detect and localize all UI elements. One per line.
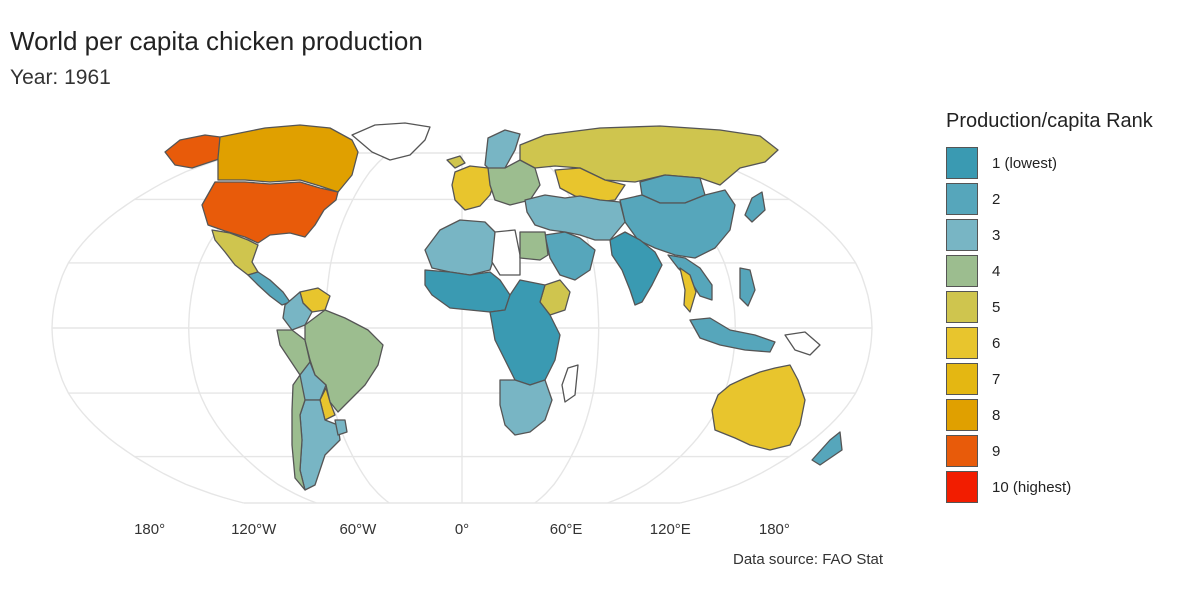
- region-central-america[interactable]: [247, 271, 291, 306]
- region-chile[interactable]: [291, 374, 306, 491]
- longitude-ticks: 180° 120°W 60°W 0° 60°E 120°E 180°: [134, 521, 790, 538]
- legend-item: 5: [946, 289, 1153, 325]
- region-japan[interactable]: [744, 191, 766, 223]
- region-madagascar[interactable]: [561, 364, 579, 403]
- legend-label: 7: [992, 370, 1001, 388]
- legend-label: 10 (highest): [992, 478, 1072, 496]
- longitude-tick-label: 0°: [455, 521, 469, 538]
- region-egypt[interactable]: [519, 231, 549, 261]
- region-united-states[interactable]: [201, 181, 339, 244]
- legend-label: 8: [992, 406, 1001, 424]
- legend-item: 6: [946, 325, 1153, 361]
- region-kazakhstan[interactable]: [554, 167, 626, 203]
- longitude-tick-label: 180°: [134, 521, 165, 538]
- region-west-africa[interactable]: [424, 269, 511, 313]
- legend-swatch: [946, 255, 978, 287]
- region-australia[interactable]: [711, 364, 806, 451]
- data-source-caption: Data source: FAO Stat: [733, 551, 884, 568]
- legend-item: 4: [946, 253, 1153, 289]
- region-papua-new-guinea[interactable]: [784, 331, 821, 356]
- region-colombia[interactable]: [282, 291, 313, 331]
- region-thailand[interactable]: [679, 267, 697, 313]
- legend-item: 7: [946, 361, 1153, 397]
- longitude-tick-label: 60°W: [339, 521, 377, 538]
- legend-label: 1 (lowest): [992, 154, 1058, 172]
- longitude-tick-label: 120°E: [650, 521, 691, 538]
- legend-label: 2: [992, 190, 1001, 208]
- longitude-tick-label: 180°: [759, 521, 790, 538]
- legend-swatch: [946, 435, 978, 467]
- legend-item: 3: [946, 217, 1153, 253]
- legend-swatch: [946, 147, 978, 179]
- legend-item: 1 (lowest): [946, 145, 1153, 181]
- legend-title: Production/capita Rank: [946, 110, 1153, 132]
- region-central-africa[interactable]: [489, 279, 561, 386]
- legend-item: 8: [946, 397, 1153, 433]
- legend-item: 9: [946, 433, 1153, 469]
- region-ussr[interactable]: [519, 125, 779, 186]
- region-libya[interactable]: [491, 229, 521, 276]
- region-north-africa[interactable]: [424, 219, 496, 276]
- legend-swatch: [946, 327, 978, 359]
- longitude-tick-label: 120°W: [231, 521, 277, 538]
- region-indonesia[interactable]: [689, 317, 776, 353]
- region-uruguay[interactable]: [334, 419, 348, 436]
- legend: Production/capita Rank 1 (lowest) 2 3 4 …: [946, 110, 1153, 505]
- legend-label: 4: [992, 262, 1001, 280]
- region-scandinavia[interactable]: [484, 129, 521, 176]
- legend-swatch: [946, 363, 978, 395]
- region-arabian-peninsula[interactable]: [544, 231, 596, 281]
- legend-swatch: [946, 219, 978, 251]
- region-alaska[interactable]: [164, 134, 223, 169]
- legend-label: 3: [992, 226, 1001, 244]
- region-western-europe[interactable]: [451, 165, 496, 211]
- legend-swatch: [946, 183, 978, 215]
- region-eastern-europe[interactable]: [487, 159, 541, 206]
- region-southern-africa[interactable]: [499, 379, 553, 436]
- map-title: World per capita chicken production: [10, 26, 423, 56]
- region-greenland[interactable]: [351, 122, 431, 161]
- legend-swatch: [946, 399, 978, 431]
- legend-label: 5: [992, 298, 1001, 316]
- legend-label: 6: [992, 334, 1001, 352]
- world-map: 180° 120°W 60°W 0° 60°E 120°E 180°: [51, 122, 873, 538]
- region-philippines[interactable]: [739, 267, 756, 307]
- map-regions: [164, 122, 843, 491]
- legend-item: 2: [946, 181, 1153, 217]
- legend-swatch: [946, 291, 978, 323]
- region-iceland[interactable]: [446, 155, 466, 169]
- legend-swatch: [946, 471, 978, 503]
- legend-item: 10 (highest): [946, 469, 1153, 505]
- legend-label: 9: [992, 442, 1001, 460]
- longitude-tick-label: 60°E: [550, 521, 583, 538]
- region-india[interactable]: [609, 231, 663, 306]
- region-new-zealand[interactable]: [811, 431, 843, 466]
- map-subtitle: Year: 1961: [10, 66, 111, 89]
